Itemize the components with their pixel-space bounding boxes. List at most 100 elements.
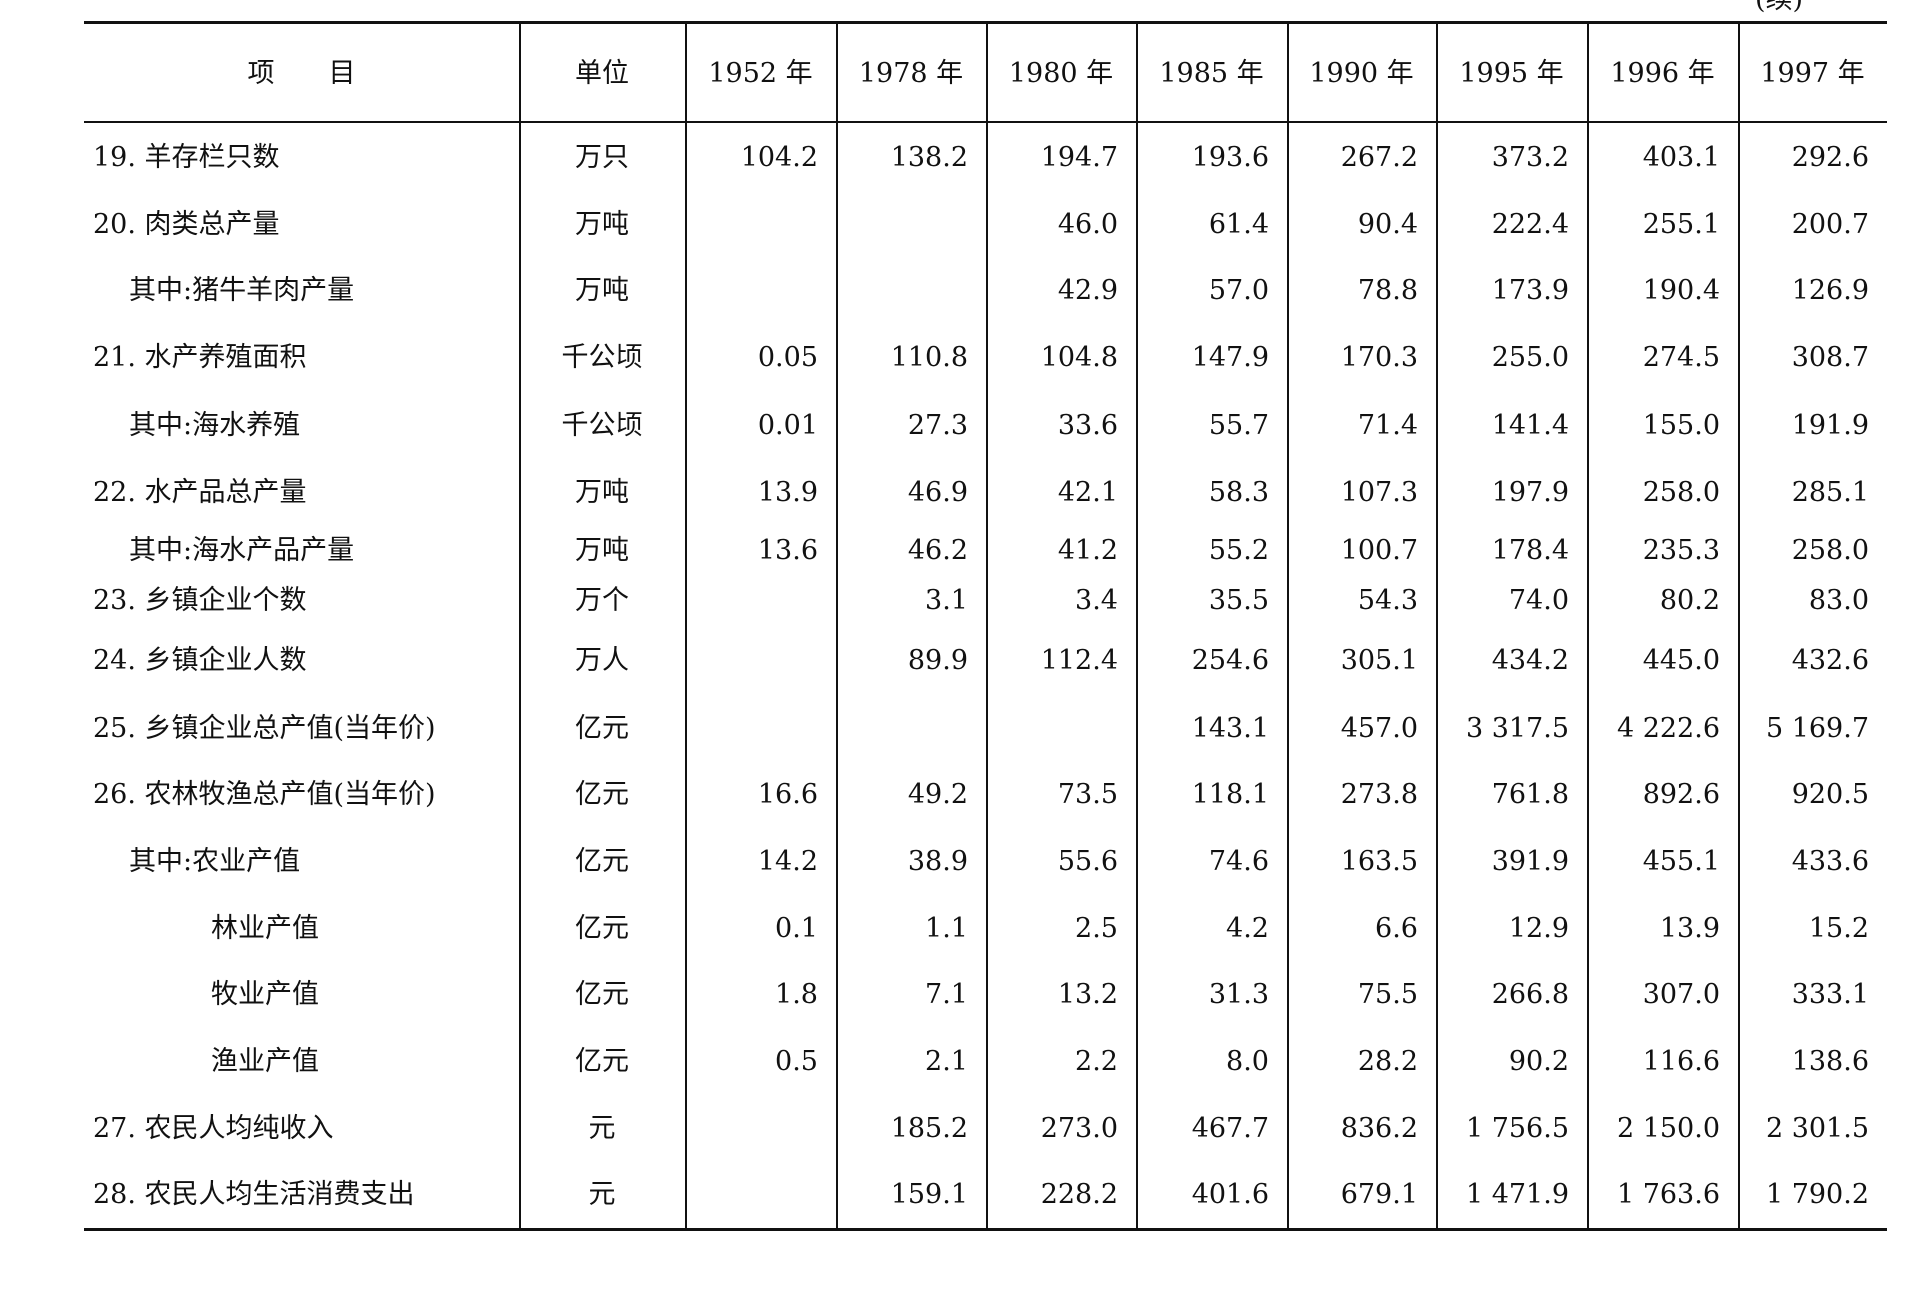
value-cell: 1 763.6 bbox=[1616, 1179, 1720, 1211]
unit-cell: 亿元 bbox=[575, 712, 629, 744]
value-cell: 761.8 bbox=[1491, 779, 1569, 811]
unit-cell: 万吨 bbox=[575, 208, 629, 240]
value-cell: 138.6 bbox=[1791, 1046, 1869, 1078]
value-cell: 73.5 bbox=[1057, 779, 1118, 811]
value-cell: 74.6 bbox=[1208, 846, 1269, 878]
value-cell: 235.3 bbox=[1642, 534, 1720, 566]
value-cell: 222.4 bbox=[1491, 208, 1569, 240]
unit-cell: 千公顷 bbox=[561, 410, 643, 442]
value-cell: 197.9 bbox=[1491, 476, 1569, 508]
value-cell: 118.1 bbox=[1191, 779, 1269, 811]
value-cell: 273.8 bbox=[1340, 779, 1418, 811]
column-header: 1990 年 bbox=[1309, 58, 1414, 89]
unit-cell: 元 bbox=[588, 1112, 616, 1144]
row-label: 24. 乡镇企业人数 bbox=[93, 644, 307, 676]
row-label: 其中:猪牛羊肉产量 bbox=[129, 275, 355, 307]
value-cell: 178.4 bbox=[1491, 534, 1569, 566]
unit-cell: 亿元 bbox=[575, 1046, 629, 1078]
value-cell: 401.6 bbox=[1191, 1179, 1269, 1211]
value-cell: 254.6 bbox=[1191, 644, 1269, 676]
value-cell: 35.5 bbox=[1208, 585, 1269, 617]
unit-cell: 亿元 bbox=[575, 912, 629, 944]
row-label: 林业产值 bbox=[211, 912, 319, 944]
value-cell: 190.4 bbox=[1642, 275, 1720, 307]
value-cell: 54.3 bbox=[1357, 585, 1418, 617]
value-cell: 4.2 bbox=[1226, 912, 1269, 944]
value-cell: 155.0 bbox=[1642, 410, 1720, 442]
column-header: 1996 年 bbox=[1610, 58, 1715, 89]
value-cell: 38.9 bbox=[907, 846, 968, 878]
value-cell: 1.8 bbox=[775, 979, 818, 1011]
value-cell: 200.7 bbox=[1791, 208, 1869, 240]
row-label: 牧业产值 bbox=[211, 979, 319, 1011]
row-label: 28. 农民人均生活消费支出 bbox=[93, 1179, 415, 1211]
value-cell: 266.8 bbox=[1491, 979, 1569, 1011]
value-cell: 1 471.9 bbox=[1465, 1179, 1569, 1211]
value-cell: 2.2 bbox=[1075, 1046, 1118, 1078]
value-cell: 13.9 bbox=[757, 476, 818, 508]
unit-cell: 万个 bbox=[575, 585, 629, 617]
column-header: 1952 年 bbox=[708, 58, 813, 89]
value-cell: 55.2 bbox=[1208, 534, 1269, 566]
value-cell: 55.7 bbox=[1208, 410, 1269, 442]
unit-cell: 万人 bbox=[575, 644, 629, 676]
corner-note: (续) bbox=[1755, 0, 1803, 17]
value-cell: 308.7 bbox=[1791, 342, 1869, 374]
value-cell: 110.8 bbox=[890, 342, 968, 374]
row-label: 26. 农林牧渔总产值(当年价) bbox=[93, 779, 436, 811]
value-cell: 16.6 bbox=[757, 779, 818, 811]
value-cell: 74.0 bbox=[1508, 585, 1569, 617]
value-cell: 2 150.0 bbox=[1616, 1112, 1720, 1144]
value-cell: 33.6 bbox=[1057, 410, 1118, 442]
value-cell: 112.4 bbox=[1040, 644, 1118, 676]
value-cell: 75.5 bbox=[1357, 979, 1418, 1011]
value-cell: 170.3 bbox=[1340, 342, 1418, 374]
value-cell: 14.2 bbox=[757, 846, 818, 878]
value-cell: 920.5 bbox=[1791, 779, 1869, 811]
value-cell: 0.05 bbox=[757, 342, 818, 374]
column-header: 项 目 bbox=[247, 58, 356, 89]
value-cell: 31.3 bbox=[1208, 979, 1269, 1011]
row-label: 其中:海水产品产量 bbox=[129, 534, 355, 566]
value-cell: 403.1 bbox=[1642, 142, 1720, 174]
value-cell: 285.1 bbox=[1791, 476, 1869, 508]
column-header: 1985 年 bbox=[1159, 58, 1264, 89]
column-header: 1980 年 bbox=[1008, 58, 1114, 89]
value-cell: 100.7 bbox=[1340, 534, 1418, 566]
row-label: 其中:海水养殖 bbox=[129, 410, 301, 442]
row-label: 其中:农业产值 bbox=[129, 846, 301, 878]
top-rule bbox=[84, 21, 1887, 24]
column-header: 单位 bbox=[575, 58, 629, 89]
unit-cell: 亿元 bbox=[575, 779, 629, 811]
value-cell: 2.1 bbox=[925, 1046, 968, 1078]
value-cell: 2.5 bbox=[1075, 912, 1118, 944]
row-label: 25. 乡镇企业总产值(当年价) bbox=[93, 712, 436, 744]
value-cell: 12.9 bbox=[1508, 912, 1569, 944]
value-cell: 391.9 bbox=[1491, 846, 1569, 878]
unit-cell: 元 bbox=[588, 1179, 616, 1211]
value-cell: 126.9 bbox=[1791, 275, 1869, 307]
value-cell: 90.2 bbox=[1508, 1046, 1569, 1078]
column-rule bbox=[986, 22, 988, 1229]
value-cell: 457.0 bbox=[1340, 712, 1418, 744]
value-cell: 159.1 bbox=[890, 1179, 968, 1211]
value-cell: 13.2 bbox=[1057, 979, 1118, 1011]
value-cell: 432.6 bbox=[1791, 644, 1869, 676]
value-cell: 836.2 bbox=[1340, 1112, 1418, 1144]
value-cell: 679.1 bbox=[1340, 1179, 1418, 1211]
value-cell: 147.9 bbox=[1191, 342, 1269, 374]
value-cell: 0.5 bbox=[775, 1046, 818, 1078]
row-label: 21. 水产养殖面积 bbox=[93, 342, 307, 374]
value-cell: 258.0 bbox=[1791, 534, 1869, 566]
value-cell: 8.0 bbox=[1226, 1046, 1269, 1078]
unit-cell: 亿元 bbox=[575, 979, 629, 1011]
value-cell: 2 301.5 bbox=[1765, 1112, 1869, 1144]
unit-cell: 万只 bbox=[575, 142, 629, 174]
value-cell: 173.9 bbox=[1491, 275, 1569, 307]
column-rule bbox=[836, 22, 838, 1229]
value-cell: 433.6 bbox=[1791, 846, 1869, 878]
value-cell: 46.2 bbox=[907, 534, 968, 566]
column-rule bbox=[519, 22, 521, 1229]
value-cell: 1 790.2 bbox=[1765, 1179, 1869, 1211]
